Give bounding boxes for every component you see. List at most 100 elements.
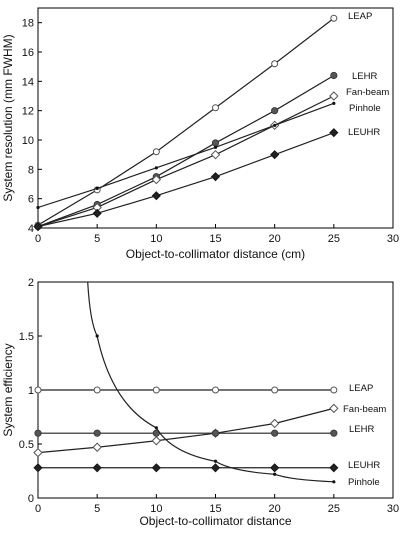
y-tick-label: 10 — [22, 135, 34, 147]
data-point-leuhr — [33, 221, 43, 232]
data-point-pinhole — [213, 459, 218, 463]
y-tick-label: 1.5 — [19, 331, 34, 343]
data-point-leap — [271, 60, 279, 68]
y-tick-label: 16 — [22, 47, 34, 59]
x-axis-label: Object-to-collimator distance — [139, 514, 291, 528]
series-label-lehr: LEHR — [349, 424, 374, 435]
data-point-pinhole — [332, 480, 336, 484]
series-label-lehr: LEHR — [352, 71, 377, 82]
data-point-leuhr — [92, 208, 102, 218]
data-point-leap — [212, 386, 219, 394]
data-point-leuhr — [210, 172, 221, 182]
data-point-leuhr — [270, 150, 280, 160]
x-tick-label: 5 — [94, 233, 100, 245]
data-point-leap — [330, 386, 338, 394]
data-point-leap — [34, 386, 42, 394]
data-point-pinhole — [154, 166, 158, 170]
data-point-pinhole — [36, 205, 40, 210]
x-tick-label: 25 — [328, 233, 340, 245]
series-line — [87, 282, 334, 483]
series-label-fan-beam: Fan-beam — [343, 404, 386, 415]
y-tick-label: 4 — [28, 223, 34, 235]
plot-frame — [37, 7, 394, 229]
data-point-leap — [93, 386, 101, 394]
series-line — [38, 17, 335, 226]
data-point-leap — [152, 386, 160, 394]
series-leap — [38, 17, 335, 226]
x-tick-label: 0 — [35, 503, 41, 515]
data-point-fan-beam — [151, 174, 162, 185]
series-leuhr — [38, 132, 335, 228]
data-point-lehr — [271, 107, 279, 115]
data-point-lehr — [271, 429, 279, 437]
data-point-leuhr — [270, 463, 280, 473]
efficiency-chart: 0 5 10 15 20 25 30 0 0.5 1 1.5 2 Object-to-collimato… — [1, 277, 399, 528]
x-tick-label: 30 — [387, 233, 399, 245]
x-tick-label: 15 — [209, 233, 221, 245]
y-tick-label: 2 — [28, 277, 34, 289]
data-point-fan-beam — [329, 91, 339, 101]
data-point-lehr — [34, 429, 42, 437]
x-tick-label: 20 — [269, 503, 281, 515]
x-tick-label: 25 — [328, 503, 340, 515]
resolution-chart: 0 5 10 15 20 25 30 4 6 8 10 12 14 16 18 Object-to-colli… — [1, 7, 399, 261]
data-point-leuhr — [92, 463, 102, 473]
data-point-leap — [330, 14, 338, 22]
y-tick-label: 14 — [22, 76, 34, 88]
data-point-fan-beam — [92, 442, 102, 452]
data-point-lehr — [330, 71, 338, 80]
data-point-leap — [271, 386, 279, 394]
y-tick-label: 18 — [22, 18, 34, 30]
series-fan-beam — [38, 407, 334, 454]
data-point-leap — [212, 104, 219, 112]
data-point-pinhole — [154, 426, 158, 430]
data-point-leap — [152, 148, 160, 156]
data-point-pinhole — [95, 186, 99, 190]
data-point-pinhole — [213, 145, 218, 149]
y-tick-label: 6 — [28, 194, 34, 206]
y-axis-label: System efficiency — [1, 343, 15, 436]
y-tick-label: 1 — [28, 385, 34, 397]
y-tick-label: 0.5 — [19, 439, 34, 451]
series-line — [38, 407, 334, 454]
data-point-leuhr — [33, 463, 43, 473]
data-point-pinhole — [273, 472, 277, 476]
y-tick-label: 8 — [28, 164, 34, 176]
data-point-pinhole — [332, 101, 336, 105]
data-point-leuhr — [329, 128, 339, 138]
data-point-leuhr — [151, 191, 161, 201]
x-tick-label: 20 — [269, 233, 281, 245]
data-point-leuhr — [151, 463, 161, 473]
series-lehr — [38, 74, 335, 228]
series-label-leap: LEAP — [349, 383, 373, 394]
data-point-fan-beam — [329, 403, 339, 414]
x-tick-label: 10 — [150, 233, 162, 245]
y-tick-label: 0 — [28, 493, 34, 505]
series-line — [38, 74, 335, 228]
x-tick-label: 30 — [387, 503, 399, 515]
series-pinhole — [38, 102, 335, 209]
data-point-lehr — [211, 139, 220, 147]
data-point-leuhr — [210, 463, 221, 473]
series-label-leuhr: LEUHR — [348, 127, 380, 138]
series-fan-beam — [38, 95, 335, 228]
data-point-fan-beam — [33, 447, 43, 458]
series-line — [38, 102, 335, 209]
series-label-leap: LEAP — [348, 11, 372, 22]
data-point-fan-beam — [210, 149, 221, 160]
y-axis-label: System resolution (mm FWHM) — [1, 34, 15, 201]
x-tick-label: 10 — [150, 503, 162, 515]
series-line — [38, 132, 335, 228]
x-tick-label: 5 — [94, 503, 100, 515]
series-line — [38, 95, 335, 228]
data-point-lehr — [93, 429, 101, 437]
data-point-lehr — [211, 429, 220, 437]
x-tick-label: 0 — [35, 233, 41, 245]
data-point-pinhole — [273, 123, 277, 127]
series-label-pinhole: Pinhole — [349, 103, 381, 114]
y-tick-label: 12 — [22, 106, 34, 118]
data-point-fan-beam — [151, 436, 162, 446]
data-point-pinhole — [95, 334, 99, 338]
data-point-fan-beam — [269, 418, 280, 429]
